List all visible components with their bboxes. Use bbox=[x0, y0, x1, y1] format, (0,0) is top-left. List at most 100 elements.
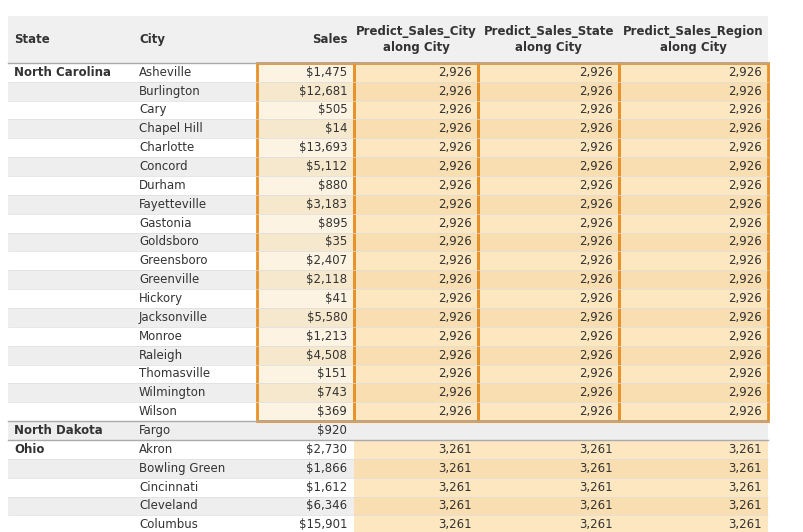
Text: 2,926: 2,926 bbox=[727, 348, 760, 362]
Text: 2,926: 2,926 bbox=[438, 386, 471, 400]
Bar bbox=[618, 496, 767, 516]
Text: 2,926: 2,926 bbox=[578, 217, 612, 230]
Text: 2,926: 2,926 bbox=[438, 348, 471, 362]
Text: Predict_Sales_City: Predict_Sales_City bbox=[355, 25, 476, 38]
Text: Thomasville: Thomasville bbox=[139, 368, 210, 380]
Text: 2,926: 2,926 bbox=[578, 405, 612, 418]
Text: 2,926: 2,926 bbox=[438, 236, 471, 248]
Bar bbox=[618, 364, 767, 384]
Text: 3,261: 3,261 bbox=[438, 462, 471, 475]
Text: $4,508: $4,508 bbox=[306, 348, 347, 362]
Text: 3,261: 3,261 bbox=[727, 462, 760, 475]
Text: 2,926: 2,926 bbox=[438, 85, 471, 98]
Text: 2,926: 2,926 bbox=[578, 330, 612, 343]
Bar bbox=[257, 327, 353, 346]
Text: 2,926: 2,926 bbox=[438, 66, 471, 79]
Bar bbox=[478, 459, 618, 478]
Text: 2,926: 2,926 bbox=[727, 254, 760, 268]
Bar bbox=[257, 232, 353, 252]
Text: $15,901: $15,901 bbox=[299, 518, 347, 531]
Bar bbox=[8, 63, 132, 82]
Bar bbox=[478, 346, 618, 364]
Bar bbox=[478, 101, 618, 119]
Bar bbox=[257, 82, 353, 101]
Text: 2,926: 2,926 bbox=[438, 330, 471, 343]
Text: 3,261: 3,261 bbox=[578, 500, 612, 512]
Bar bbox=[618, 101, 767, 119]
Bar bbox=[353, 252, 478, 270]
Text: 2,926: 2,926 bbox=[578, 386, 612, 400]
Bar bbox=[257, 119, 353, 138]
Bar bbox=[618, 402, 767, 421]
Text: $151: $151 bbox=[317, 368, 347, 380]
Text: $1,475: $1,475 bbox=[306, 66, 347, 79]
Text: 2,926: 2,926 bbox=[578, 254, 612, 268]
Bar bbox=[8, 346, 132, 364]
Bar bbox=[353, 214, 478, 232]
Text: 3,261: 3,261 bbox=[578, 462, 612, 475]
Bar bbox=[353, 138, 478, 157]
Bar bbox=[257, 63, 353, 82]
Bar bbox=[478, 402, 618, 421]
Bar bbox=[257, 214, 353, 232]
Text: $369: $369 bbox=[317, 405, 347, 418]
Bar bbox=[478, 421, 618, 440]
Bar bbox=[618, 289, 767, 308]
Text: along City: along City bbox=[515, 41, 581, 54]
Bar bbox=[8, 195, 132, 214]
Bar bbox=[132, 214, 257, 232]
Bar bbox=[618, 252, 767, 270]
Text: 2,926: 2,926 bbox=[578, 160, 612, 173]
Bar bbox=[257, 496, 353, 516]
Bar bbox=[353, 157, 478, 176]
Bar bbox=[8, 308, 132, 327]
Bar bbox=[478, 232, 618, 252]
Bar bbox=[257, 63, 353, 421]
Text: $13,693: $13,693 bbox=[299, 141, 347, 154]
Text: Raleigh: Raleigh bbox=[139, 348, 183, 362]
Text: Greensboro: Greensboro bbox=[139, 254, 207, 268]
Text: 3,261: 3,261 bbox=[727, 500, 760, 512]
Bar bbox=[257, 16, 353, 63]
Bar bbox=[353, 516, 478, 532]
Bar bbox=[257, 402, 353, 421]
Bar bbox=[618, 270, 767, 289]
Text: 2,926: 2,926 bbox=[727, 160, 760, 173]
Bar bbox=[478, 63, 618, 421]
Text: 2,926: 2,926 bbox=[578, 273, 612, 286]
Text: 2,926: 2,926 bbox=[578, 85, 612, 98]
Bar bbox=[257, 195, 353, 214]
Bar bbox=[478, 119, 618, 138]
Text: $2,118: $2,118 bbox=[306, 273, 347, 286]
Text: Sales: Sales bbox=[312, 33, 347, 46]
Bar bbox=[618, 195, 767, 214]
Text: 2,926: 2,926 bbox=[578, 236, 612, 248]
Bar bbox=[132, 63, 257, 82]
Bar bbox=[618, 421, 767, 440]
Text: $14: $14 bbox=[324, 122, 347, 135]
Bar bbox=[618, 157, 767, 176]
Bar bbox=[132, 440, 257, 459]
Bar bbox=[618, 63, 767, 421]
Bar bbox=[618, 327, 767, 346]
Text: Goldsboro: Goldsboro bbox=[139, 236, 198, 248]
Text: 2,926: 2,926 bbox=[438, 292, 471, 305]
Bar bbox=[132, 402, 257, 421]
Bar bbox=[478, 16, 618, 63]
Text: 3,261: 3,261 bbox=[578, 480, 612, 494]
Text: 2,926: 2,926 bbox=[727, 104, 760, 117]
Bar bbox=[353, 82, 478, 101]
Bar bbox=[8, 440, 132, 459]
Bar bbox=[132, 289, 257, 308]
Text: Cleveland: Cleveland bbox=[139, 500, 198, 512]
Bar bbox=[257, 346, 353, 364]
Bar bbox=[353, 176, 478, 195]
Bar bbox=[478, 478, 618, 496]
Bar bbox=[353, 195, 478, 214]
Bar bbox=[257, 157, 353, 176]
Bar bbox=[8, 478, 132, 496]
Bar bbox=[353, 289, 478, 308]
Text: 2,926: 2,926 bbox=[578, 198, 612, 211]
Bar bbox=[478, 364, 618, 384]
Text: State: State bbox=[14, 33, 50, 46]
